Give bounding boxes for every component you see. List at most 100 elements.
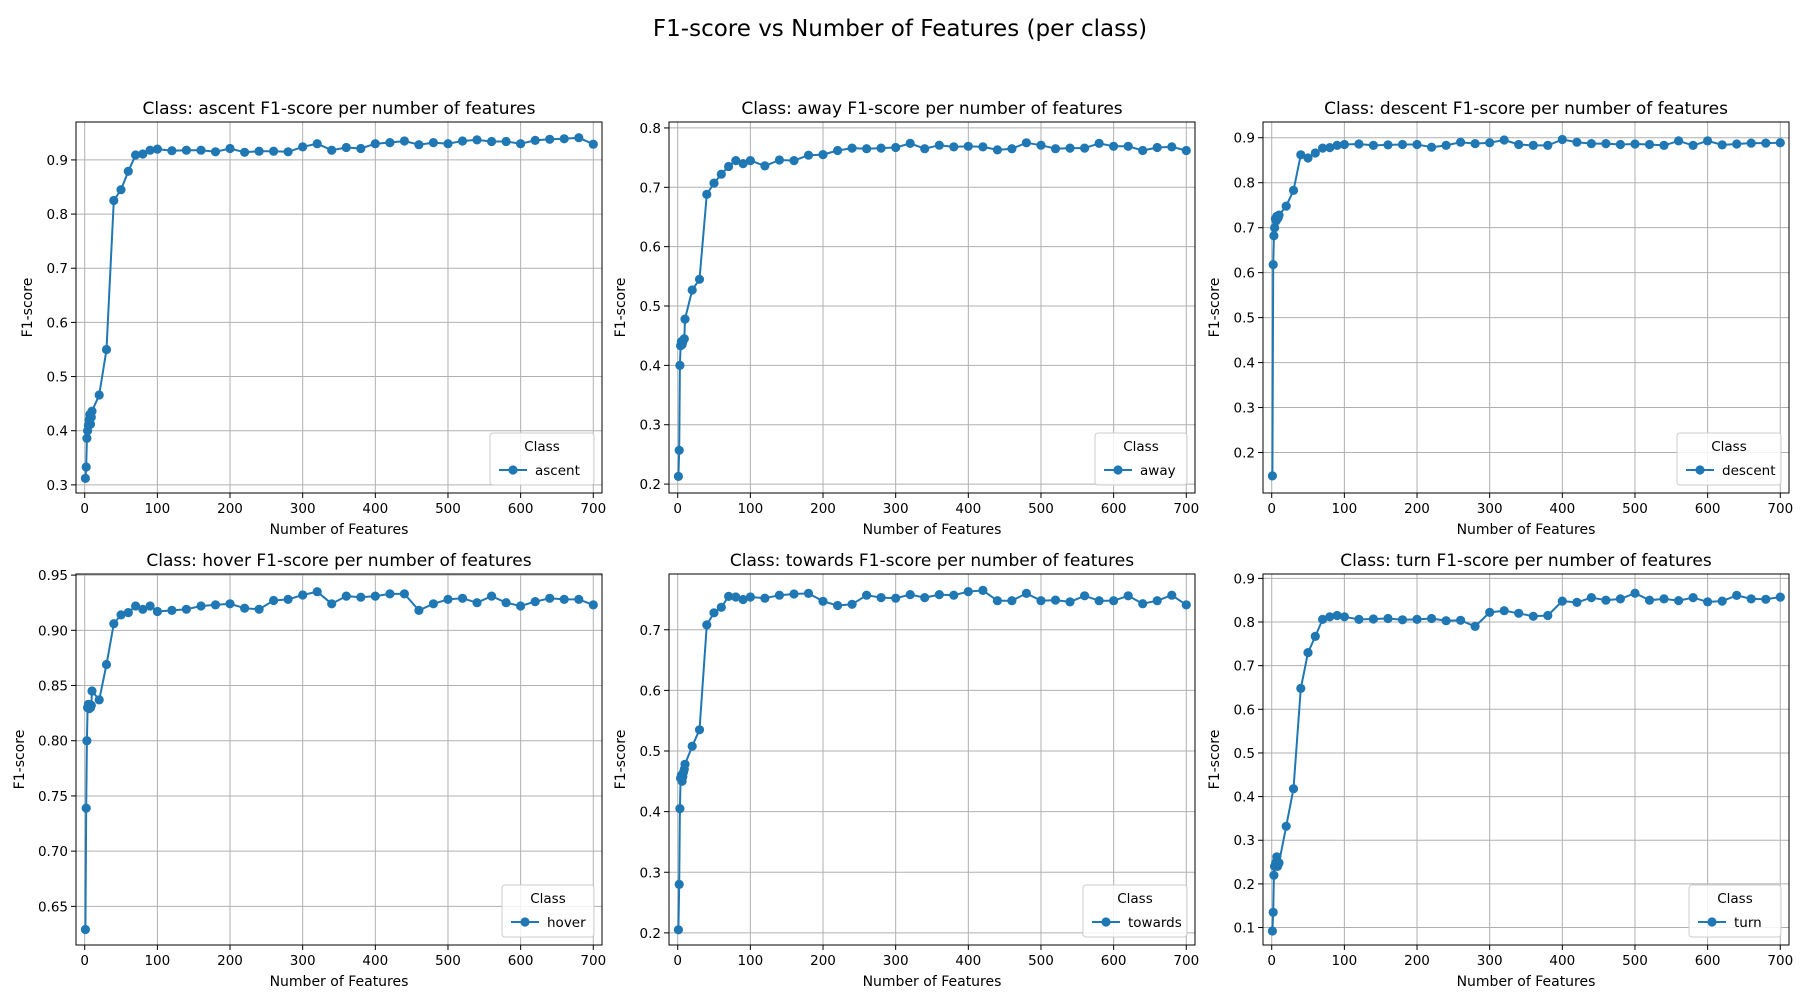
data-point (530, 597, 540, 607)
data-point (1339, 139, 1349, 150)
x-tick-label: 600 (1695, 953, 1721, 969)
x-tick-label: 500 (1622, 953, 1648, 969)
y-tick-label: 0.5 (47, 370, 68, 386)
x-axis-label: Number of Features (270, 522, 409, 538)
data-point (101, 344, 112, 355)
data-point (745, 156, 756, 166)
x-tick-label: 100 (737, 953, 763, 969)
y-tick-label: 0.4 (640, 358, 661, 374)
data-point (530, 135, 540, 145)
data-point (803, 588, 814, 599)
y-tick-label: 0.4 (47, 424, 68, 440)
data-point (716, 602, 726, 612)
y-tick-label: 0.8 (1234, 615, 1255, 631)
y-axis-label: F1-score (20, 278, 36, 338)
data-point (167, 605, 177, 616)
data-point (1318, 614, 1328, 625)
data-point (1397, 615, 1408, 625)
data-point (978, 585, 988, 596)
subplot-title: Class: towards F1-score per number of fe… (730, 551, 1134, 571)
data-point (1543, 140, 1553, 150)
y-axis-label: F1-score (613, 730, 629, 790)
axes-frame (668, 573, 1196, 946)
subplot-title: Class: away F1-score per number of featu… (741, 99, 1122, 119)
data-point (196, 601, 206, 611)
data-point (724, 161, 734, 172)
data-point (694, 725, 705, 735)
data-point (862, 144, 872, 154)
subplot-title: Class: hover F1-score per number of feat… (146, 551, 531, 571)
data-point (1123, 591, 1133, 601)
data-point (1318, 143, 1328, 153)
x-tick-label: 0 (1267, 501, 1276, 517)
y-tick-label: 0.7 (1234, 659, 1255, 675)
legend-marker-swatch (1101, 917, 1111, 927)
data-point (760, 593, 770, 603)
y-tick-label: 0.80 (38, 734, 68, 750)
data-point (254, 604, 264, 614)
data-point (588, 139, 598, 149)
data-point (731, 156, 741, 166)
data-point (963, 141, 973, 151)
legend-title: Class (1717, 891, 1753, 907)
data-point (1586, 139, 1596, 149)
data-point (1775, 138, 1785, 148)
x-tick-label: 100 (1331, 501, 1357, 517)
data-point (745, 592, 756, 602)
data-point (443, 139, 453, 149)
y-tick-label: 0.2 (640, 477, 661, 493)
data-point (298, 590, 308, 600)
data-point (94, 390, 104, 400)
legend-entry-label: hover (547, 915, 586, 931)
x-tick-label: 200 (1404, 953, 1430, 969)
data-point (574, 133, 584, 143)
data-point (428, 138, 438, 148)
data-point (774, 590, 785, 600)
data-point (1269, 870, 1279, 880)
y-axis-label: F1-score (613, 278, 629, 338)
data-point (269, 146, 279, 156)
data-point (81, 803, 91, 813)
data-point (116, 185, 126, 195)
data-point (1339, 612, 1349, 622)
data-point (327, 599, 337, 609)
x-axis-label: Number of Features (863, 522, 1002, 538)
data-point (920, 144, 930, 154)
data-point (738, 159, 748, 169)
data-point (1268, 260, 1278, 270)
data-point (152, 606, 162, 617)
data-point (905, 138, 915, 148)
data-point (1746, 594, 1756, 604)
data-point (876, 143, 886, 153)
data-point (516, 601, 526, 611)
x-tick-label: 300 (1477, 953, 1503, 969)
data-point (1296, 150, 1306, 160)
data-point (1109, 596, 1119, 606)
data-point (934, 590, 944, 600)
x-tick-label: 600 (508, 953, 534, 969)
x-tick-label: 700 (580, 953, 606, 969)
data-point (1167, 142, 1177, 152)
data-point (1427, 142, 1437, 152)
data-point (1310, 631, 1320, 642)
data-point (674, 445, 684, 455)
data-point (1441, 616, 1451, 626)
figure-suptitle: F1-score vs Number of Features (per clas… (653, 16, 1147, 42)
data-point (1412, 614, 1422, 625)
y-tick-label: 0.3 (47, 478, 68, 494)
data-point (1325, 612, 1335, 622)
data-point (673, 925, 684, 935)
legend: Class hover (501, 884, 595, 938)
y-tick-label: 0.9 (47, 153, 68, 169)
data-point (1528, 611, 1538, 621)
y-tick-label: 0.5 (640, 744, 661, 760)
data-point (385, 138, 395, 148)
data-point (1485, 607, 1495, 618)
y-tick-label: 0.9 (1234, 571, 1255, 587)
data-point (1456, 615, 1466, 625)
data-point (724, 591, 734, 602)
data-point (1572, 597, 1582, 608)
y-tick-label: 0.6 (640, 683, 661, 699)
data-point (269, 595, 279, 606)
